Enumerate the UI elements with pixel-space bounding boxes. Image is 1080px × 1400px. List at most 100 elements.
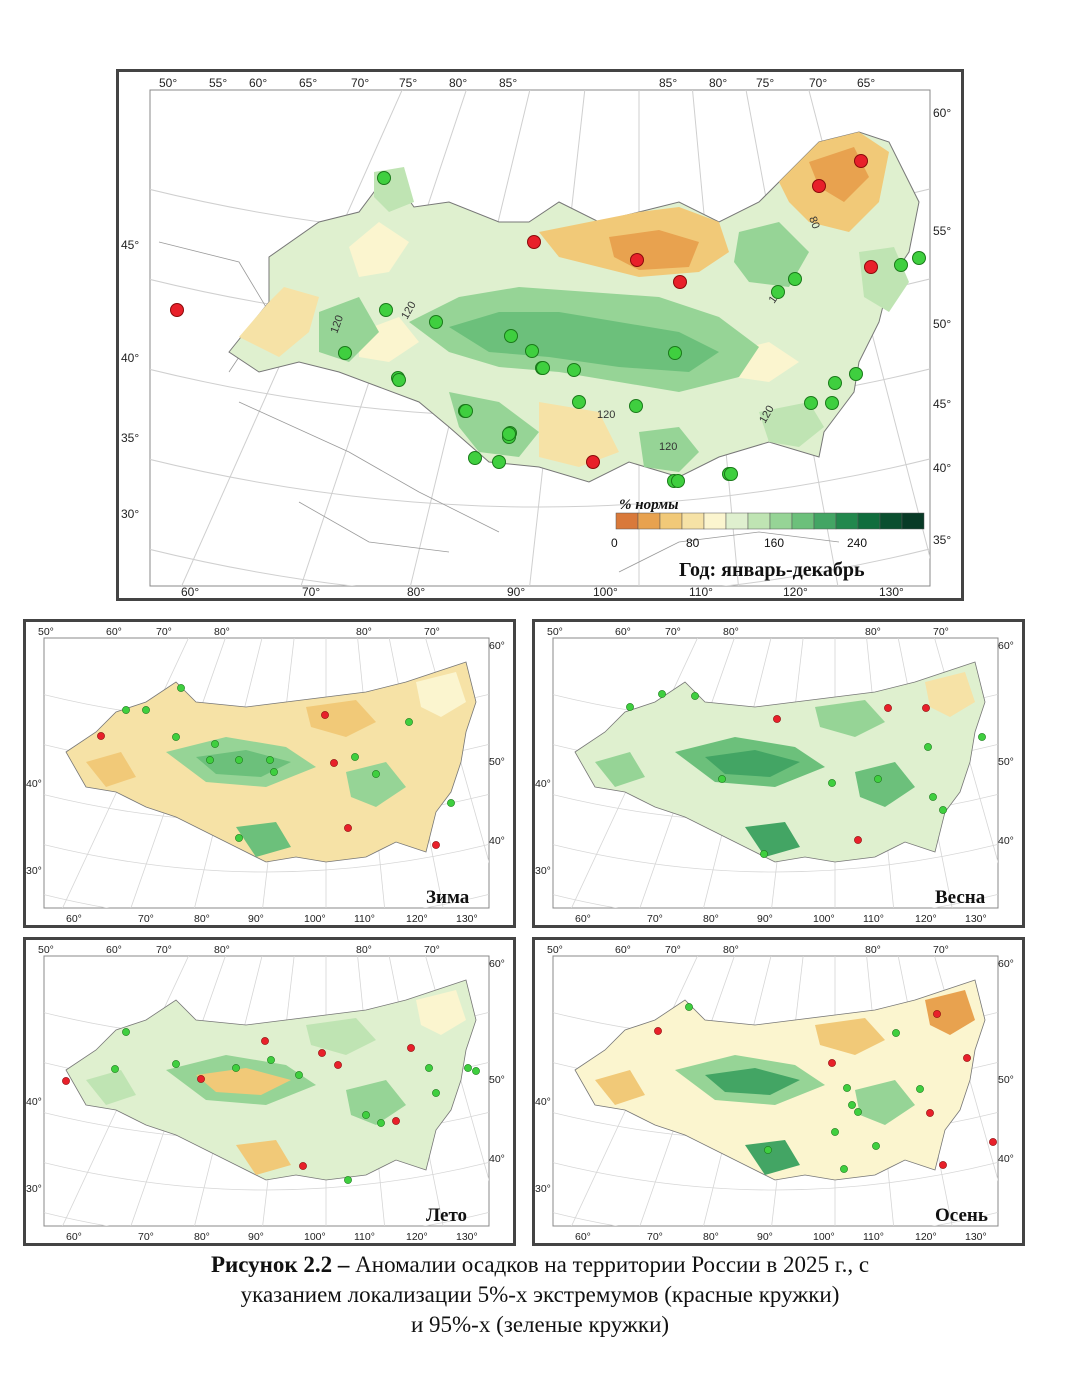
extreme-5-point — [407, 1044, 415, 1052]
extreme-5-point — [330, 759, 338, 767]
extreme-5-point — [963, 1054, 971, 1062]
extreme-95-point — [211, 740, 219, 748]
russia-territory — [228, 131, 920, 483]
russia-territory — [65, 979, 477, 1181]
longitude-label: 130° — [879, 585, 904, 598]
extreme-5-point — [922, 704, 930, 712]
extreme-5-point — [828, 1059, 836, 1067]
latitude-label: 60° — [489, 640, 505, 652]
legend-swatch — [879, 512, 903, 530]
latitude-label: 40° — [489, 1153, 505, 1165]
legend-tick: 240 — [847, 536, 867, 550]
extreme-5-point — [854, 154, 868, 168]
legend-tick: 160 — [764, 536, 784, 550]
extreme-5-point — [197, 1075, 205, 1083]
extreme-95-point — [764, 1146, 772, 1154]
extreme-95-point — [567, 363, 581, 377]
extreme-5-point — [432, 841, 440, 849]
extreme-95-point — [525, 344, 539, 358]
legend-swatch — [747, 512, 771, 530]
longitude-label: 60° — [575, 913, 591, 925]
latitude-label: 40° — [998, 835, 1014, 847]
longitude-label: 60° — [66, 913, 82, 925]
longitude-label: 80° — [356, 944, 372, 956]
left-latitude-labels: 40° 30° — [26, 778, 42, 877]
top-longitude-labels: 50° 60° 70° 80° 80° 70° — [38, 626, 440, 638]
extreme-95-point — [939, 806, 947, 814]
longitude-label: 100° — [813, 1231, 835, 1243]
latitude-label: 50° — [489, 756, 505, 768]
longitude-label: 80° — [703, 913, 719, 925]
extreme-95-point — [172, 733, 180, 741]
latitude-label: 30° — [26, 865, 42, 877]
longitude-label: 50° — [547, 944, 563, 956]
longitude-label: 85° — [499, 76, 517, 90]
legend-swatch — [681, 512, 705, 530]
extreme-95-point — [235, 756, 243, 764]
latitude-label: 45° — [121, 238, 139, 252]
extreme-95-point — [843, 1084, 851, 1092]
longitude-label: 70° — [302, 585, 320, 598]
extreme-points — [170, 154, 926, 488]
latitude-label: 40° — [933, 461, 951, 475]
annual-map-panel: 120 120 120 120 80 120 120 % нормы 0 80 … — [116, 69, 964, 601]
longitude-label: 130° — [965, 913, 987, 925]
extreme-95-point — [536, 361, 550, 375]
season-map: 50° 60° 70° 80° 80° 70° 60° 70° 80° 90° 100° 110° 12… — [26, 626, 505, 925]
longitude-label: 120° — [406, 1231, 428, 1243]
extreme-5-point — [299, 1162, 307, 1170]
extreme-95-point — [379, 303, 393, 317]
extreme-95-point — [459, 404, 473, 418]
isoline-label: 80 — [806, 215, 821, 231]
extreme-95-point — [840, 1165, 848, 1173]
extreme-points — [654, 1003, 997, 1173]
extreme-95-point — [760, 850, 768, 858]
longitude-label: 80° — [865, 944, 881, 956]
left-latitude-labels: 40° 30° — [535, 778, 551, 877]
extreme-5-point — [334, 1061, 342, 1069]
extreme-95-point — [629, 399, 643, 413]
longitude-label: 70° — [156, 626, 172, 638]
extreme-95-point — [172, 1060, 180, 1068]
extreme-5-point — [321, 711, 329, 719]
extreme-points — [97, 684, 455, 849]
latitude-label: 40° — [26, 1096, 42, 1108]
extreme-95-point — [344, 1176, 352, 1184]
longitude-label: 80° — [723, 944, 739, 956]
extreme-5-point — [586, 455, 600, 469]
latitude-label: 40° — [489, 835, 505, 847]
longitude-label: 120° — [406, 913, 428, 925]
longitude-label: 120° — [915, 1231, 937, 1243]
longitude-label: 100° — [304, 913, 326, 925]
extreme-5-point — [933, 1010, 941, 1018]
extreme-95-point — [142, 706, 150, 714]
extreme-95-point — [504, 329, 518, 343]
russia-territory — [574, 661, 986, 863]
caption-line-1: Аномалии осадков на территории России в … — [349, 1252, 870, 1277]
caption-line-3: и 95%-х (зеленые кружки) — [410, 1312, 670, 1337]
season-title: Лето — [426, 1205, 467, 1226]
season-map: 50° 60° 70° 80° 80° 70° 60° 70° 80° 90° 100° 110° 12… — [535, 944, 1014, 1243]
legend-tick: 80 — [686, 536, 700, 550]
longitude-label: 70° — [424, 944, 440, 956]
figure-caption: Рисунок 2.2 – Аномалии осадков на террит… — [40, 1250, 1040, 1340]
latitude-label: 45° — [933, 397, 951, 411]
summer-map-panel: 50° 60° 70° 80° 80° 70° 60° 70° 80° 90° 100° 110° 12… — [23, 937, 516, 1246]
extreme-95-point — [771, 285, 785, 299]
top-longitude-labels: 50° 60° 70° 80° 80° 70° — [38, 944, 440, 956]
extreme-5-point — [854, 836, 862, 844]
longitude-label: 100° — [304, 1231, 326, 1243]
longitude-label: 50° — [547, 626, 563, 638]
longitude-label: 60° — [66, 1231, 82, 1243]
extreme-95-point — [848, 1101, 856, 1109]
longitude-label: 80° — [723, 626, 739, 638]
latitude-label: 50° — [998, 756, 1014, 768]
longitude-label: 80° — [449, 76, 467, 90]
extreme-95-point — [804, 396, 818, 410]
left-latitude-labels: 45° 40° 35° 30° — [121, 238, 139, 521]
longitude-label: 70° — [351, 76, 369, 90]
left-latitude-labels: 40° 30° — [26, 1096, 42, 1195]
extreme-95-point — [718, 775, 726, 783]
extreme-5-point — [630, 253, 644, 267]
annual-map: 120 120 120 120 80 120 120 % нормы 0 80 … — [121, 76, 951, 598]
